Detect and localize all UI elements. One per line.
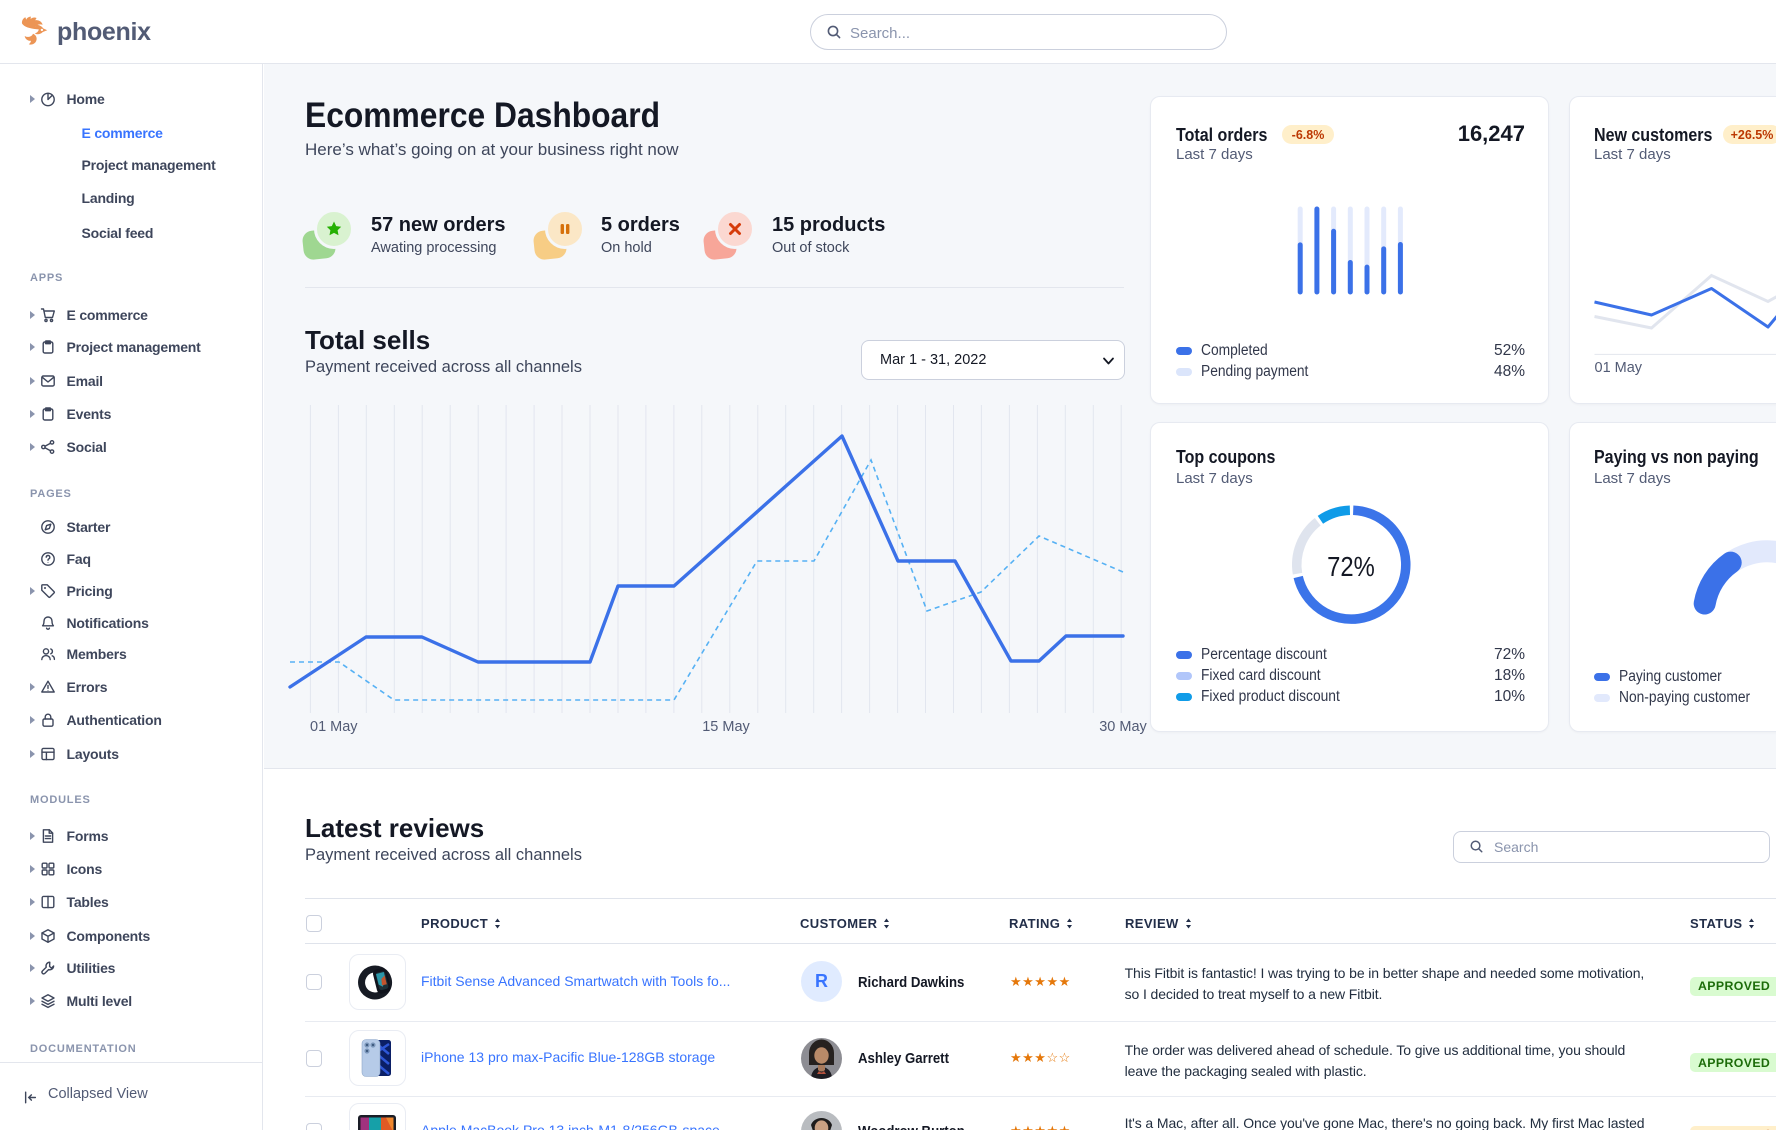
svg-text:01 May: 01 May xyxy=(310,719,358,735)
svg-text:30 May: 30 May xyxy=(1099,719,1147,735)
svg-text:01 May: 01 May xyxy=(1594,360,1642,376)
svg-text:15 May: 15 May xyxy=(702,719,750,735)
